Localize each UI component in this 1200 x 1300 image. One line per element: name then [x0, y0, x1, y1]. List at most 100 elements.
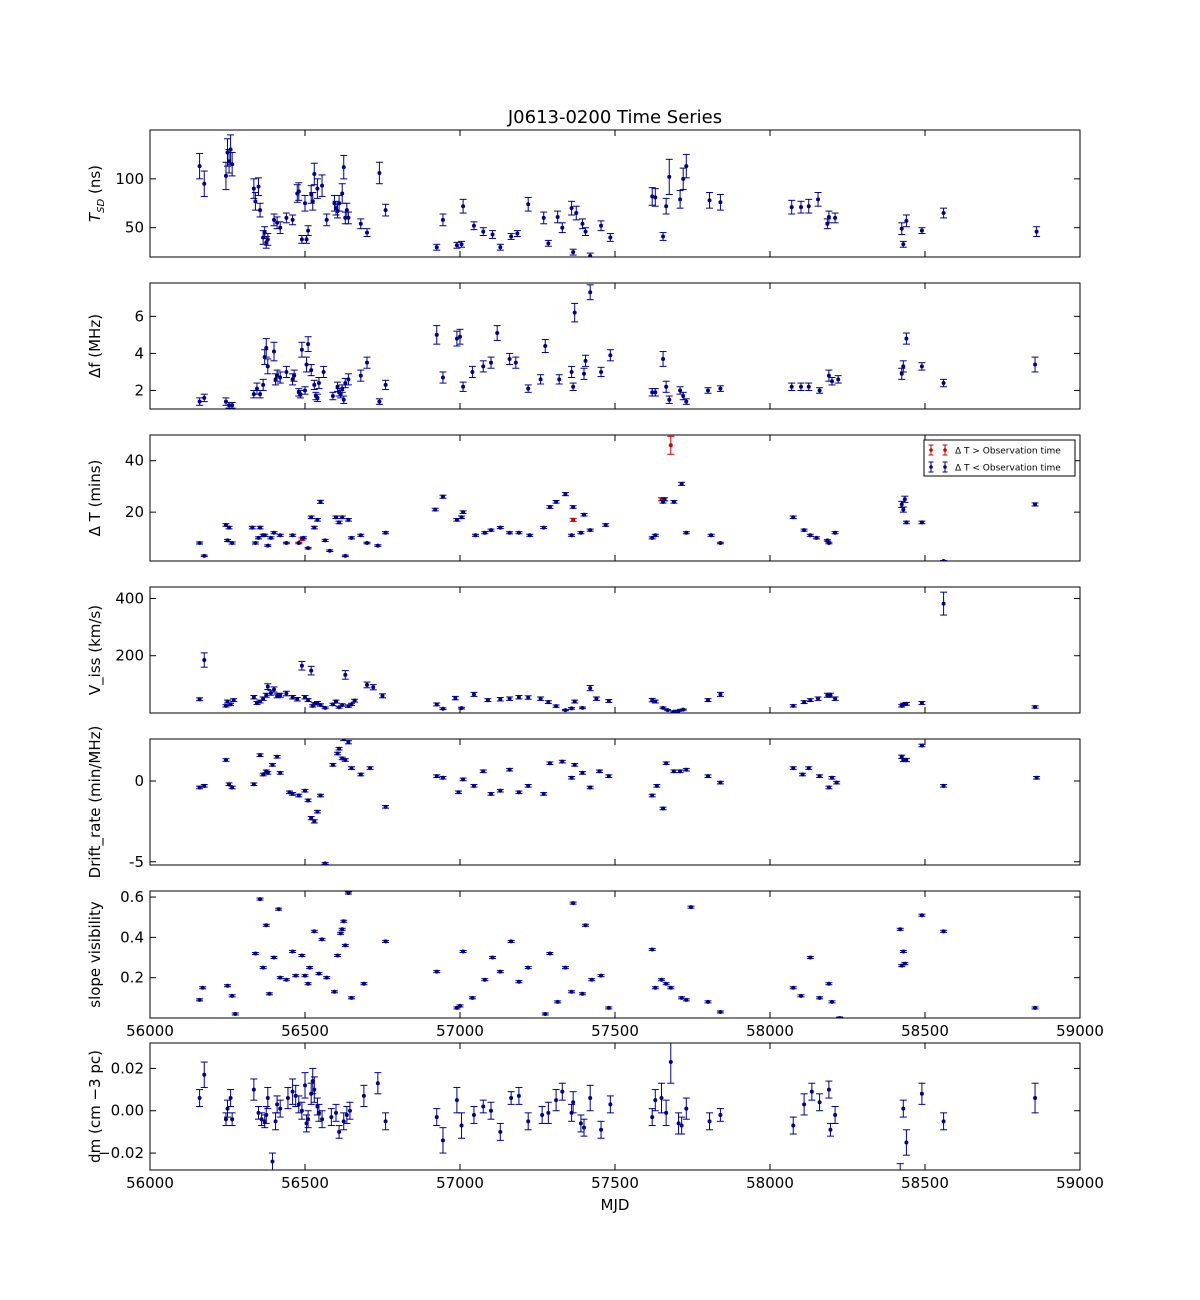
- data-point: [650, 1115, 655, 1120]
- data-point: [298, 392, 303, 397]
- data-point: [375, 543, 380, 548]
- data-point: [707, 198, 712, 203]
- data-point: [264, 923, 269, 928]
- data-point: [225, 1106, 230, 1111]
- data-point: [459, 706, 464, 711]
- data-point: [490, 955, 495, 960]
- data-point: [554, 1098, 559, 1103]
- data-point: [197, 697, 202, 702]
- y-tick-label: 0.6: [120, 888, 144, 906]
- data-point: [582, 371, 586, 376]
- data-group: [196, 134, 1041, 257]
- data-point: [346, 891, 351, 896]
- data-point: [312, 171, 317, 176]
- y-tick-label: 400: [115, 589, 144, 607]
- data-point: [316, 1110, 321, 1115]
- data-point: [265, 237, 270, 242]
- data-point: [661, 705, 666, 710]
- data-point: [594, 696, 599, 701]
- data-point: [516, 979, 521, 984]
- data-point: [541, 791, 546, 796]
- panel-1: 50 100 TSD (ns): [86, 129, 1081, 258]
- data-point: [341, 1119, 346, 1124]
- data-point: [471, 223, 476, 228]
- data-point: [223, 758, 228, 762]
- data-point: [902, 961, 907, 966]
- data-point: [228, 1096, 233, 1101]
- data-point: [343, 672, 348, 677]
- data-point: [454, 243, 459, 248]
- data-point: [349, 995, 354, 1000]
- data-point: [346, 517, 351, 522]
- data-point: [580, 221, 585, 226]
- data-point: [814, 535, 819, 540]
- data-point: [352, 698, 357, 703]
- data-point: [259, 1117, 264, 1122]
- data-point: [346, 740, 351, 745]
- data-point: [315, 1104, 320, 1109]
- data-point: [470, 369, 475, 374]
- data-point: [471, 1112, 476, 1117]
- data-point: [365, 360, 369, 365]
- y-axis-label: V_iss (km/s): [86, 605, 105, 695]
- data-point: [541, 525, 546, 530]
- x-tick-label: 59000: [1056, 1174, 1104, 1192]
- y-tick-label: −0.02: [98, 1144, 144, 1162]
- data-group: [196, 284, 1039, 409]
- y-tick-label: 50: [125, 219, 144, 237]
- data-point: [231, 698, 236, 703]
- data-point: [304, 1121, 309, 1126]
- y-tick-label: 2: [134, 381, 144, 399]
- data-point: [941, 559, 946, 561]
- data-point: [440, 706, 445, 711]
- y-axis-label: Δf (MHz): [86, 314, 104, 378]
- data-point: [802, 1102, 807, 1107]
- data-point: [327, 548, 332, 553]
- data-point: [299, 1108, 304, 1113]
- data-point: [526, 386, 531, 391]
- data-point: [228, 147, 233, 152]
- data-point: [227, 403, 232, 408]
- data-point: [515, 231, 520, 236]
- data-point: [802, 700, 807, 705]
- data-point: [323, 705, 328, 710]
- data-point: [383, 530, 388, 535]
- data-point: [1033, 362, 1038, 367]
- data-point: [334, 1110, 338, 1115]
- x-axis-label: MJD: [601, 1196, 630, 1214]
- data-point: [684, 1106, 689, 1111]
- data-point: [296, 793, 301, 798]
- data-point: [718, 1009, 723, 1014]
- data-point: [315, 186, 320, 191]
- data-point: [834, 780, 839, 785]
- data-point: [599, 1127, 604, 1132]
- data-point: [197, 1096, 202, 1101]
- data-point: [498, 969, 503, 974]
- data-point: [554, 499, 559, 504]
- data-point: [337, 746, 342, 751]
- data-point: [706, 698, 710, 703]
- y-axis-label: dm (cm −3 pc): [86, 1050, 104, 1163]
- data-point: [371, 685, 376, 690]
- data-point: [668, 443, 673, 448]
- data-point: [904, 218, 909, 223]
- data-point: [340, 927, 345, 932]
- data-point: [315, 809, 320, 814]
- data-point: [481, 1104, 486, 1109]
- data-point: [563, 492, 568, 497]
- data-point: [509, 234, 514, 239]
- data-point: [440, 1138, 445, 1143]
- data-point: [461, 384, 466, 389]
- data-point: [571, 517, 576, 522]
- data-point: [299, 663, 304, 668]
- series: [196, 481, 1039, 561]
- data-point: [296, 1102, 301, 1107]
- data-point: [516, 790, 521, 795]
- data-point: [341, 919, 346, 924]
- data-point: [275, 1102, 280, 1107]
- data-point: [434, 969, 439, 974]
- data-point: [434, 774, 439, 779]
- y-tick-label: 40: [125, 452, 144, 470]
- data-point: [681, 707, 686, 712]
